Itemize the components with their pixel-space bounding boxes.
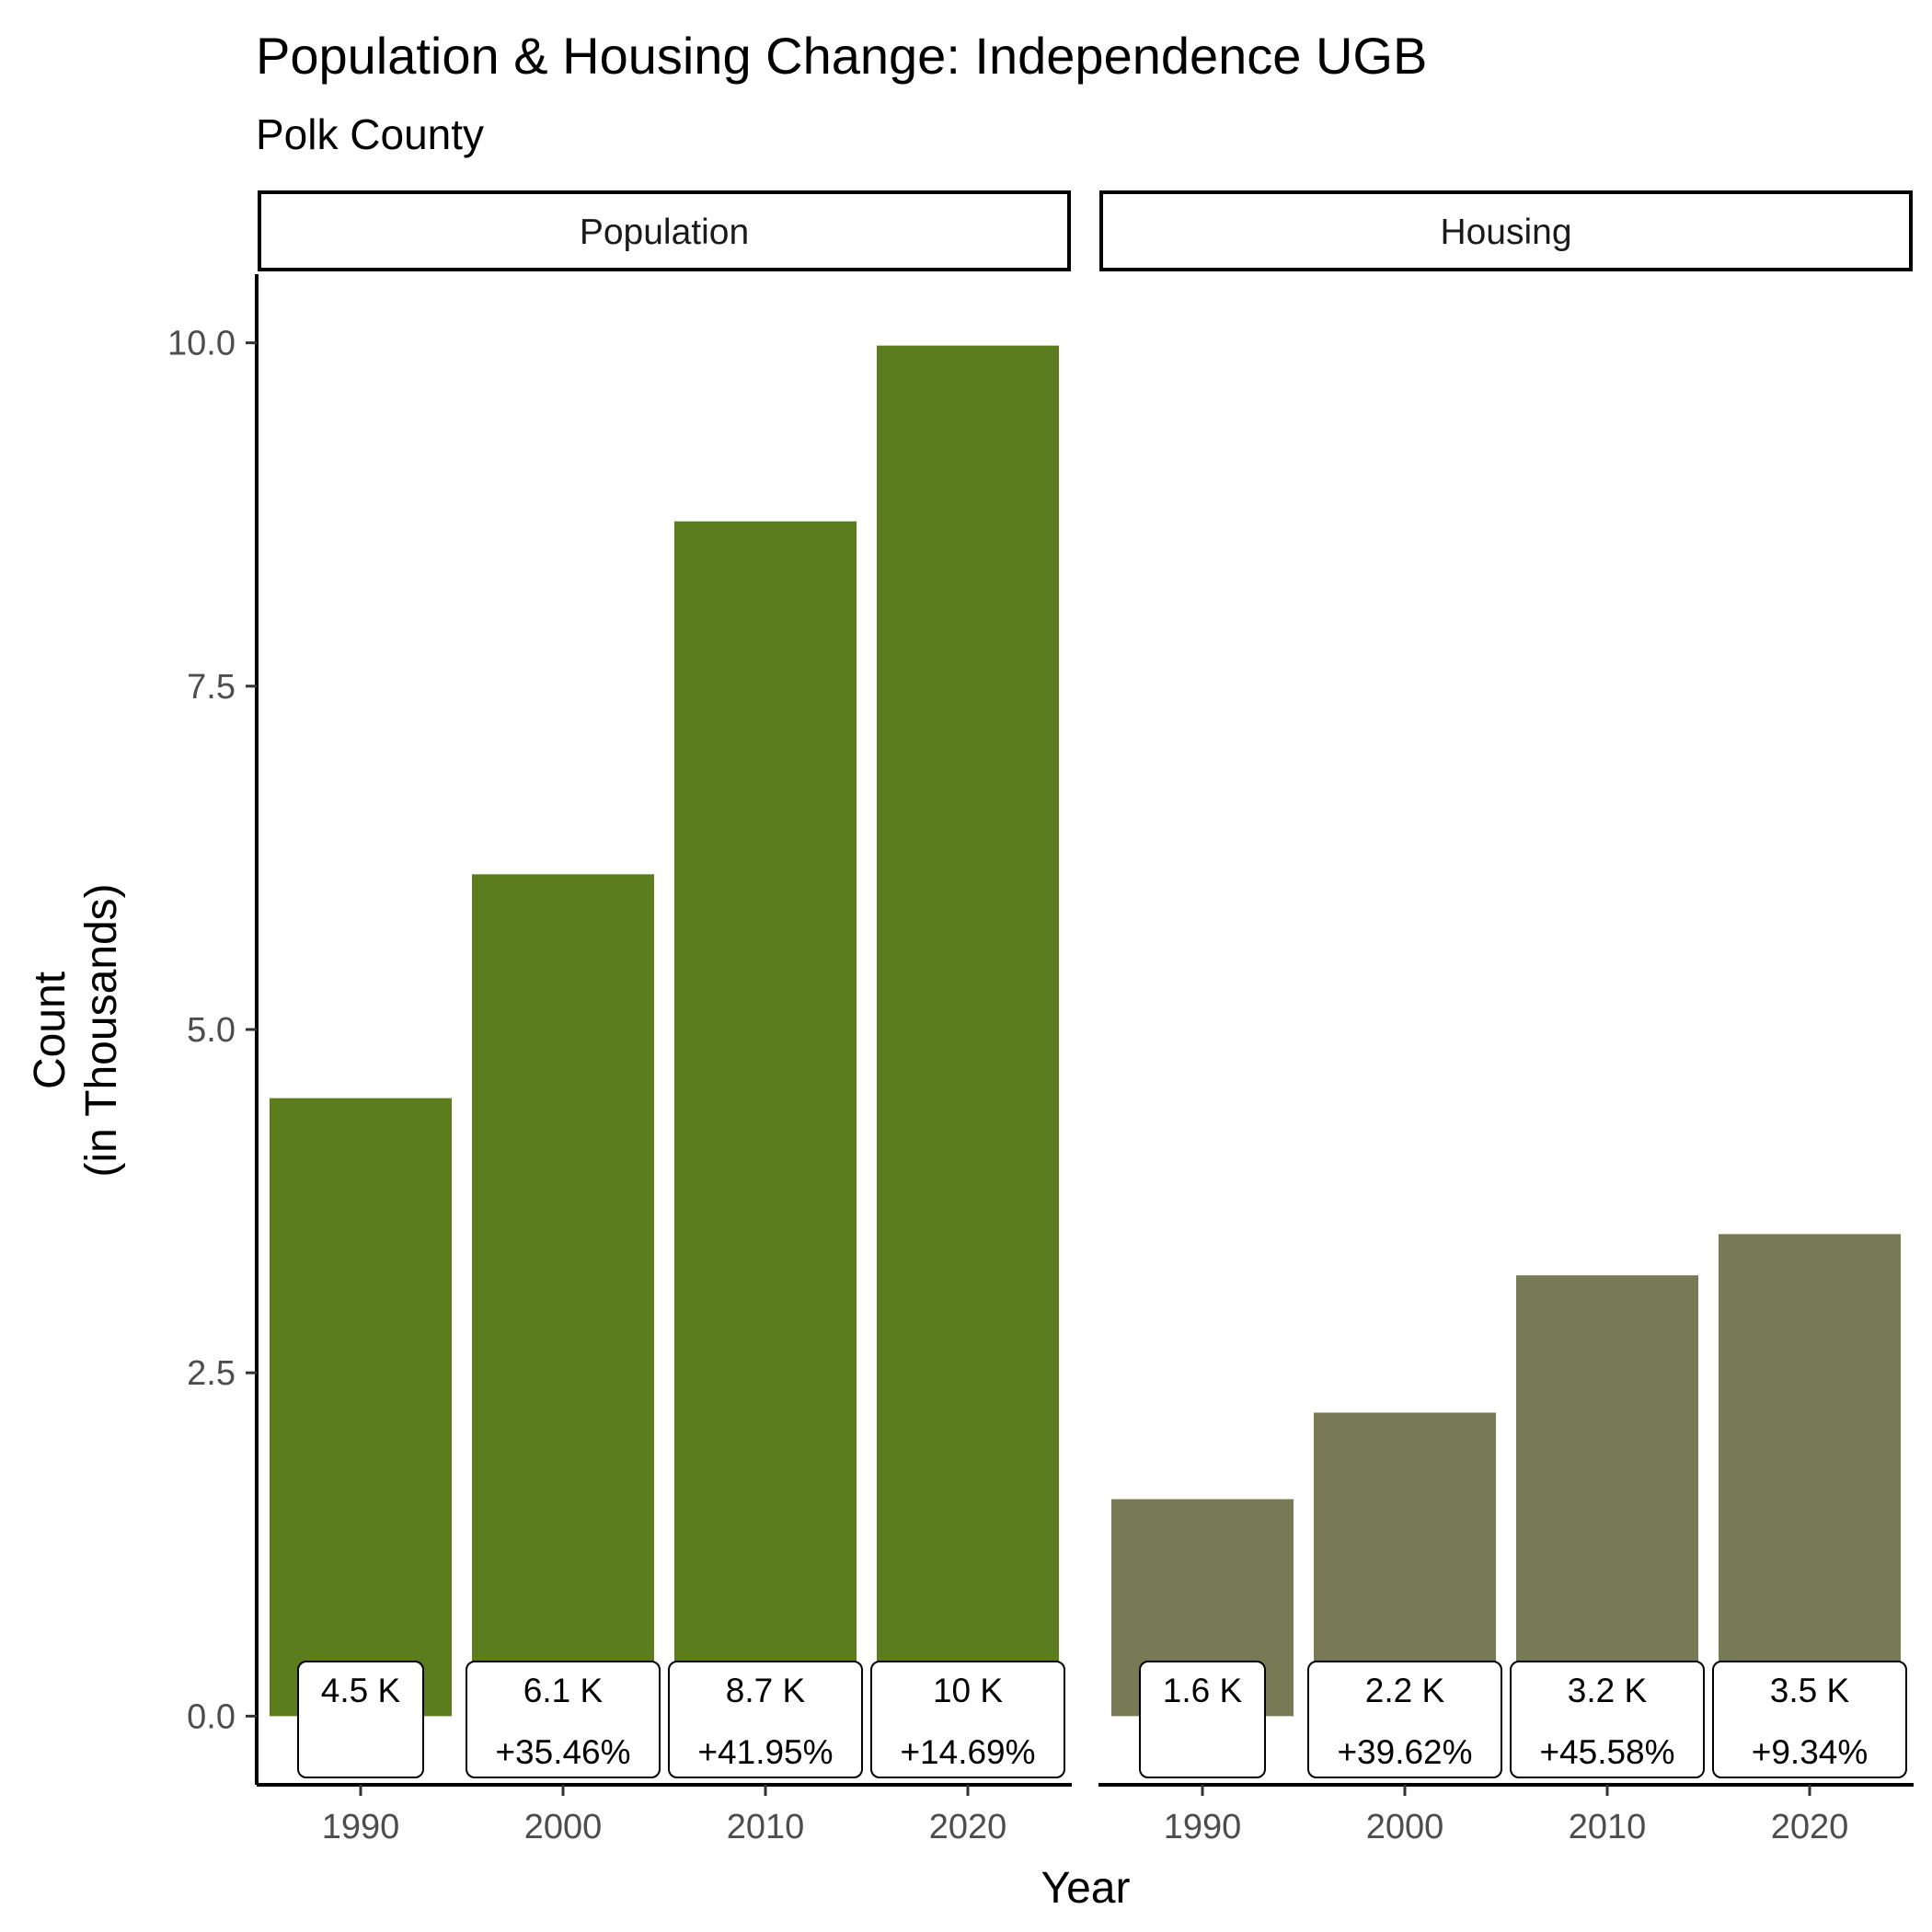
bar-value-label: 2.2 K [1365,1672,1445,1709]
facet-strip-population [258,190,1071,271]
x-tick-label: 2000 [1366,1808,1444,1846]
bar [877,345,1059,1717]
chart-title: Population & Housing Change: Independenc… [256,27,1427,85]
bar [674,521,857,1717]
y-tick-label: 0.0 [187,1697,236,1736]
x-tick-label: 2020 [929,1808,1007,1846]
y-tick-label: 7.5 [187,668,236,707]
bar-label-box [1139,1661,1266,1778]
y-axis-title-line: (in Thousands) [77,883,126,1177]
facet-strip-housing [1099,190,1913,271]
facet-strip-label: Housing [1440,213,1571,252]
bar-change-label: +41.95% [697,1733,833,1771]
bar [1516,1275,1698,1717]
bar [1719,1234,1901,1717]
bar-label-box [466,1661,661,1778]
y-axis-title: Count (in Thousands) [26,883,126,1177]
bar [270,1098,452,1717]
bar-label-box [297,1661,424,1778]
y-tick-label: 5.0 [187,1011,236,1050]
bar-label-box [870,1661,1065,1778]
bar-value-label: 3.2 K [1568,1672,1648,1709]
x-tick-label: 1990 [1164,1808,1242,1846]
y-tick-label: 2.5 [187,1354,236,1393]
x-tick-label: 1990 [322,1808,400,1846]
facet-strip-label: Population [580,213,749,252]
x-tick-label: 2020 [1771,1808,1849,1846]
bar-value-label: 1.6 K [1163,1672,1243,1709]
bar-value-label: 8.7 K [726,1672,806,1709]
x-tick-label: 2000 [524,1808,603,1846]
bar-label-box [1510,1661,1705,1778]
y-tick-label: 10.0 [167,325,236,363]
bar-change-label: +45.58% [1539,1733,1674,1771]
bar-value-label: 3.5 K [1770,1672,1850,1709]
bar-change-label: +9.34% [1752,1733,1869,1771]
bar [472,874,654,1717]
chart-subtitle: Polk County [256,110,484,158]
bar-value-label: 10 K [933,1672,1003,1709]
bar-change-label: +35.46% [495,1733,630,1771]
bar-label-box [1307,1661,1502,1778]
bar-change-label: +39.62% [1337,1733,1472,1771]
bar-label-box [668,1661,863,1778]
x-tick-label: 2010 [1569,1808,1647,1846]
bar-value-label: 4.5 K [321,1672,401,1709]
bar-change-label: +14.69% [900,1733,1035,1771]
bar-label-box [1712,1661,1907,1778]
x-axis-title: Year [1041,1864,1131,1913]
x-tick-label: 2010 [727,1808,805,1846]
bar-value-label: 6.1 K [523,1672,604,1709]
y-axis-title-line: Count [26,972,75,1089]
plot-area: 0.0 2.5 5.0 7.5 10.0 Year Count (in Thousands) P… [26,190,1914,1913]
